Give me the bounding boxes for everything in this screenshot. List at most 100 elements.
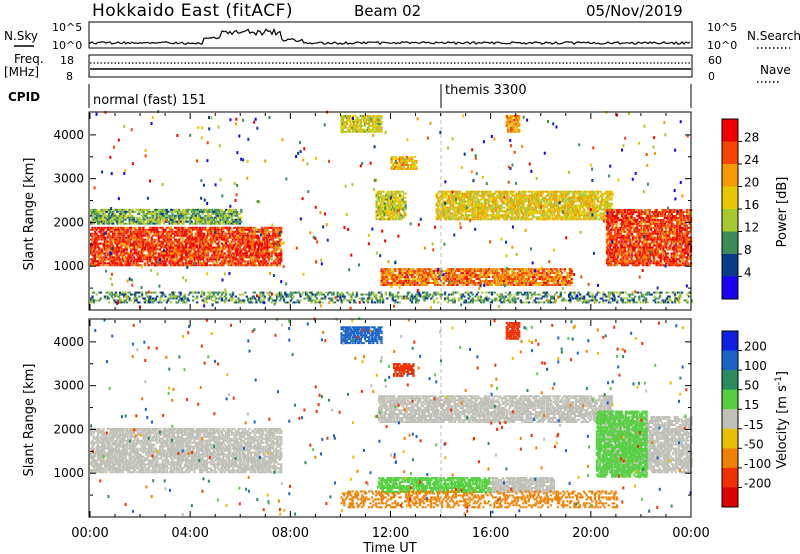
echo-cell bbox=[242, 254, 246, 257]
echo-cell bbox=[230, 236, 233, 239]
echo-cell bbox=[247, 240, 250, 243]
echo-cell bbox=[520, 218, 524, 221]
echo-cell bbox=[174, 250, 177, 253]
echo-cell bbox=[249, 244, 253, 247]
echo-cell bbox=[212, 248, 215, 251]
echo-cell bbox=[516, 214, 520, 217]
echo-cell bbox=[456, 192, 459, 195]
echo-cell bbox=[446, 198, 449, 201]
echo-cell bbox=[432, 270, 436, 273]
echo-cell bbox=[223, 242, 226, 245]
echo-cell bbox=[101, 234, 104, 237]
echo-cell bbox=[180, 222, 184, 225]
echo-cell bbox=[264, 226, 268, 229]
echo-cell bbox=[193, 256, 196, 259]
echo-cell bbox=[172, 254, 175, 257]
echo-cell bbox=[380, 268, 383, 271]
echo-cell bbox=[478, 190, 481, 193]
echo-cell bbox=[120, 220, 123, 223]
echo-cell bbox=[105, 242, 108, 245]
echo-cell bbox=[131, 242, 134, 245]
echo-cell bbox=[396, 204, 399, 207]
echo-cell bbox=[140, 226, 144, 229]
echo-cell bbox=[180, 260, 184, 263]
echo-cell bbox=[186, 238, 189, 241]
echo-cell bbox=[511, 204, 514, 207]
echo-cell bbox=[483, 204, 487, 207]
echo-cell bbox=[406, 283, 409, 286]
echo-cell bbox=[271, 236, 275, 239]
echo-cell bbox=[486, 206, 489, 209]
echo-cell bbox=[446, 190, 449, 193]
echo-cell bbox=[341, 118, 345, 121]
echo-cell bbox=[187, 212, 191, 215]
echo-cell bbox=[397, 198, 400, 201]
echo-cell bbox=[95, 244, 98, 247]
echo-cell bbox=[507, 202, 510, 205]
echo-cell bbox=[359, 118, 362, 121]
echo-cell bbox=[135, 208, 138, 211]
echo-cell bbox=[263, 234, 266, 237]
echo-cell bbox=[106, 222, 109, 225]
echo-cell bbox=[92, 260, 96, 263]
echo-cell bbox=[226, 256, 229, 259]
echo-cell bbox=[193, 242, 196, 245]
echo-cell bbox=[273, 226, 276, 229]
echo-cell bbox=[179, 252, 182, 255]
echo-cell bbox=[209, 222, 213, 225]
echo-cell bbox=[191, 214, 195, 217]
echo-cell bbox=[149, 220, 152, 223]
echo-cell bbox=[94, 248, 97, 251]
echo-cell bbox=[460, 214, 463, 217]
echo-cell bbox=[404, 200, 407, 203]
echo-cell bbox=[183, 246, 186, 249]
echo-cell bbox=[251, 234, 254, 237]
echo-cell bbox=[157, 230, 160, 233]
echo-cell bbox=[92, 214, 96, 217]
echo-cell bbox=[271, 234, 275, 237]
echo-cell bbox=[464, 214, 467, 217]
echo-cell bbox=[136, 252, 140, 255]
echo-cell bbox=[507, 194, 510, 197]
echo-cell bbox=[103, 254, 107, 257]
echo-cell bbox=[267, 252, 270, 255]
echo-cell bbox=[234, 220, 237, 223]
echo-cell bbox=[134, 232, 137, 235]
echo-cell bbox=[273, 232, 276, 235]
echo-cell bbox=[571, 208, 575, 211]
echo-cell bbox=[121, 216, 124, 219]
echo-cell bbox=[277, 254, 280, 257]
echo-cell bbox=[227, 236, 231, 239]
echo-cell bbox=[132, 210, 135, 213]
echo-cell bbox=[341, 126, 345, 129]
echo-cell bbox=[186, 236, 189, 239]
echo-cell bbox=[555, 196, 558, 199]
echo-cell bbox=[518, 194, 521, 197]
echo-cell bbox=[198, 218, 202, 221]
echo-cell bbox=[471, 190, 474, 193]
echo-cell bbox=[267, 242, 270, 245]
echo-cell bbox=[344, 124, 347, 127]
echo-cell bbox=[134, 228, 137, 231]
echo-cell bbox=[198, 220, 202, 223]
echo-cell bbox=[196, 236, 199, 239]
echo-cell bbox=[277, 228, 280, 231]
echo-cell bbox=[252, 250, 255, 253]
echo-cell bbox=[193, 216, 196, 219]
echo-cell bbox=[103, 216, 107, 219]
echo-cell bbox=[244, 260, 247, 263]
echo-cell bbox=[139, 228, 142, 231]
echo-cell bbox=[218, 226, 221, 229]
echo-cell bbox=[124, 208, 127, 211]
echo-cell bbox=[260, 232, 264, 235]
echo-cell bbox=[235, 226, 239, 229]
echo-cell bbox=[154, 234, 158, 237]
echo-cell bbox=[248, 232, 251, 235]
echo-cell bbox=[267, 226, 270, 229]
echo-cell bbox=[518, 190, 521, 193]
echo-cell bbox=[127, 216, 130, 219]
echo-cell bbox=[204, 260, 207, 263]
echo-cell bbox=[110, 242, 113, 245]
echo-cell bbox=[198, 240, 202, 243]
echo-cell bbox=[258, 246, 261, 249]
